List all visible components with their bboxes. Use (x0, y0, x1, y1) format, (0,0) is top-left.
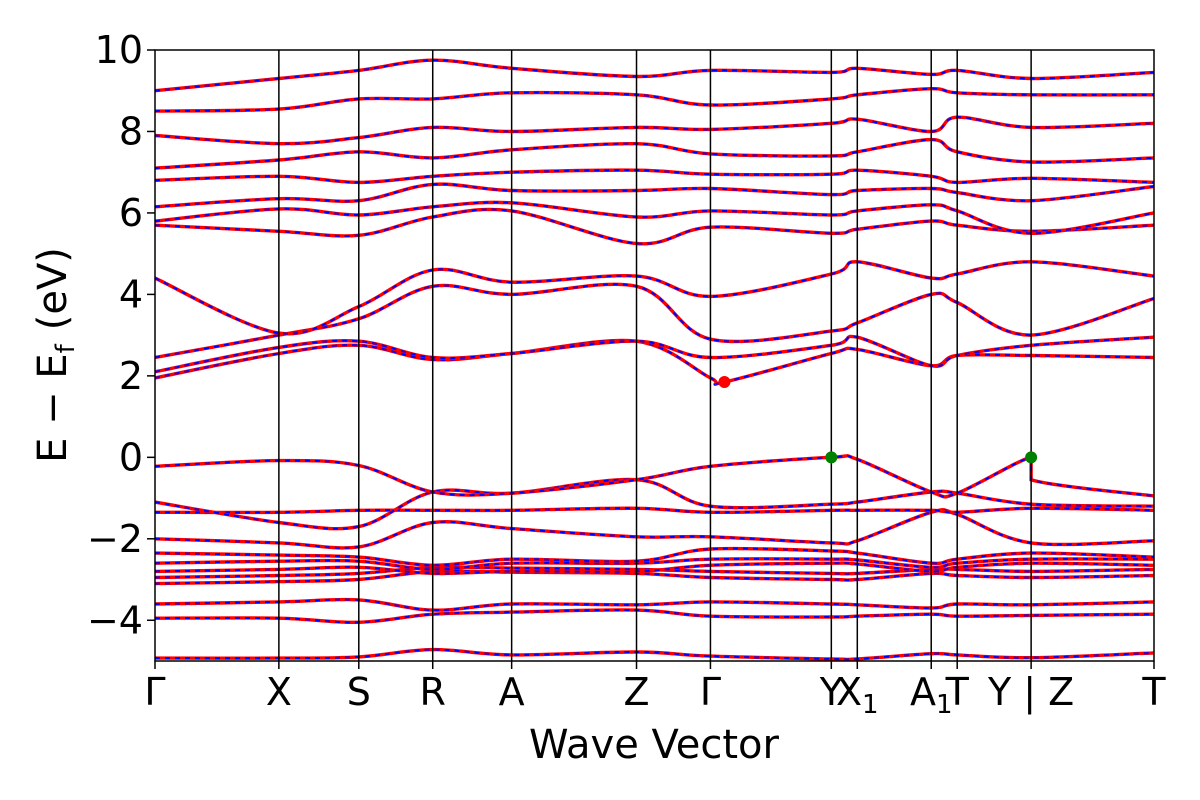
y-tick-label-7: 10 (95, 28, 143, 72)
band-8-solid (155, 507, 1154, 550)
band-16-solid (155, 207, 1154, 246)
x-tick-label-3: R (420, 670, 446, 714)
band-19-dashed (155, 169, 1154, 184)
markers-layer (718, 375, 1038, 464)
band-19-solid (155, 168, 1154, 185)
band-3-dashed (155, 569, 1154, 585)
band-21-solid (155, 115, 1154, 146)
band-13-dashed (155, 335, 1154, 373)
x-tick-label-11: Y | Z (987, 670, 1074, 715)
x-tick-sub-8: 1 (862, 690, 879, 720)
band-18-dashed (155, 183, 1154, 208)
y-axis-title-group: E − Ef (eV) (30, 247, 81, 463)
band-16-dashed (155, 208, 1154, 245)
cbm-marker (718, 375, 731, 388)
band-14-dashed (155, 283, 1154, 359)
x-tick-label-8: X1 (836, 670, 879, 720)
band-7-dashed (155, 547, 1154, 567)
band-22-dashed (155, 87, 1154, 113)
band-21-dashed (155, 116, 1154, 145)
y-tick-label-4: 4 (119, 272, 143, 316)
band-10-dashed (155, 478, 1154, 530)
band-11-solid (155, 454, 1154, 499)
band-5-dashed (155, 562, 1154, 575)
band-9-dashed (155, 507, 1154, 514)
x-tick-label-4: A (499, 670, 525, 714)
band-8-dashed (155, 508, 1154, 549)
band-1-dashed (155, 608, 1154, 624)
band-6-dashed (155, 557, 1154, 571)
band-10-solid (155, 477, 1154, 531)
y-ticks: −4 −2 0 2 4 6 8 10 (87, 28, 155, 642)
y-axis-title-sub: f (51, 343, 81, 353)
y-tick-label-1: −2 (87, 517, 143, 561)
y-axis-title-unit: (eV) (30, 247, 76, 330)
band-22-solid (155, 86, 1154, 113)
x-tick-sub-9: 1 (936, 690, 953, 720)
band-15-solid (155, 260, 1154, 336)
plot-frame (154, 49, 1155, 662)
x-tick-label-6: Γ (700, 670, 721, 714)
bands-layer (155, 58, 1154, 661)
y-axis-title: E − Ef (eV) (30, 247, 81, 463)
band-18-solid (155, 182, 1154, 209)
vbm-1-marker (825, 451, 838, 464)
x-tick-label-5: Z (623, 670, 649, 714)
band-4-dashed (155, 566, 1154, 579)
y-axis-title-main: E − E (30, 353, 76, 463)
x-tick-label-12: T (1141, 670, 1166, 714)
band-15-dashed (155, 260, 1154, 335)
band-2-dashed (155, 598, 1154, 612)
band-23-dashed (155, 59, 1154, 92)
x-tick-label-2: S (347, 670, 371, 714)
x-axis-title: Wave Vector (529, 722, 780, 768)
y-tick-label-5: 6 (119, 191, 143, 235)
y-tick-label-2: 0 (119, 435, 143, 479)
y-tick-label-0: −4 (87, 598, 143, 642)
y-tick-label-3: 2 (119, 354, 143, 398)
vbm-2-marker (1025, 451, 1038, 464)
band-9-solid (155, 506, 1154, 515)
y-tick-label-6: 8 (119, 109, 143, 153)
x-tick-label-10: T (945, 670, 970, 714)
band-0-dashed (155, 648, 1154, 661)
x-tick-label-0: Γ (144, 670, 165, 714)
kpoint-lines (278, 50, 1032, 661)
x-tick-label-1: X (266, 670, 292, 714)
band-17-dashed (155, 201, 1154, 235)
x-tick-label-7: Y (819, 670, 844, 714)
band-20-dashed (155, 138, 1154, 170)
